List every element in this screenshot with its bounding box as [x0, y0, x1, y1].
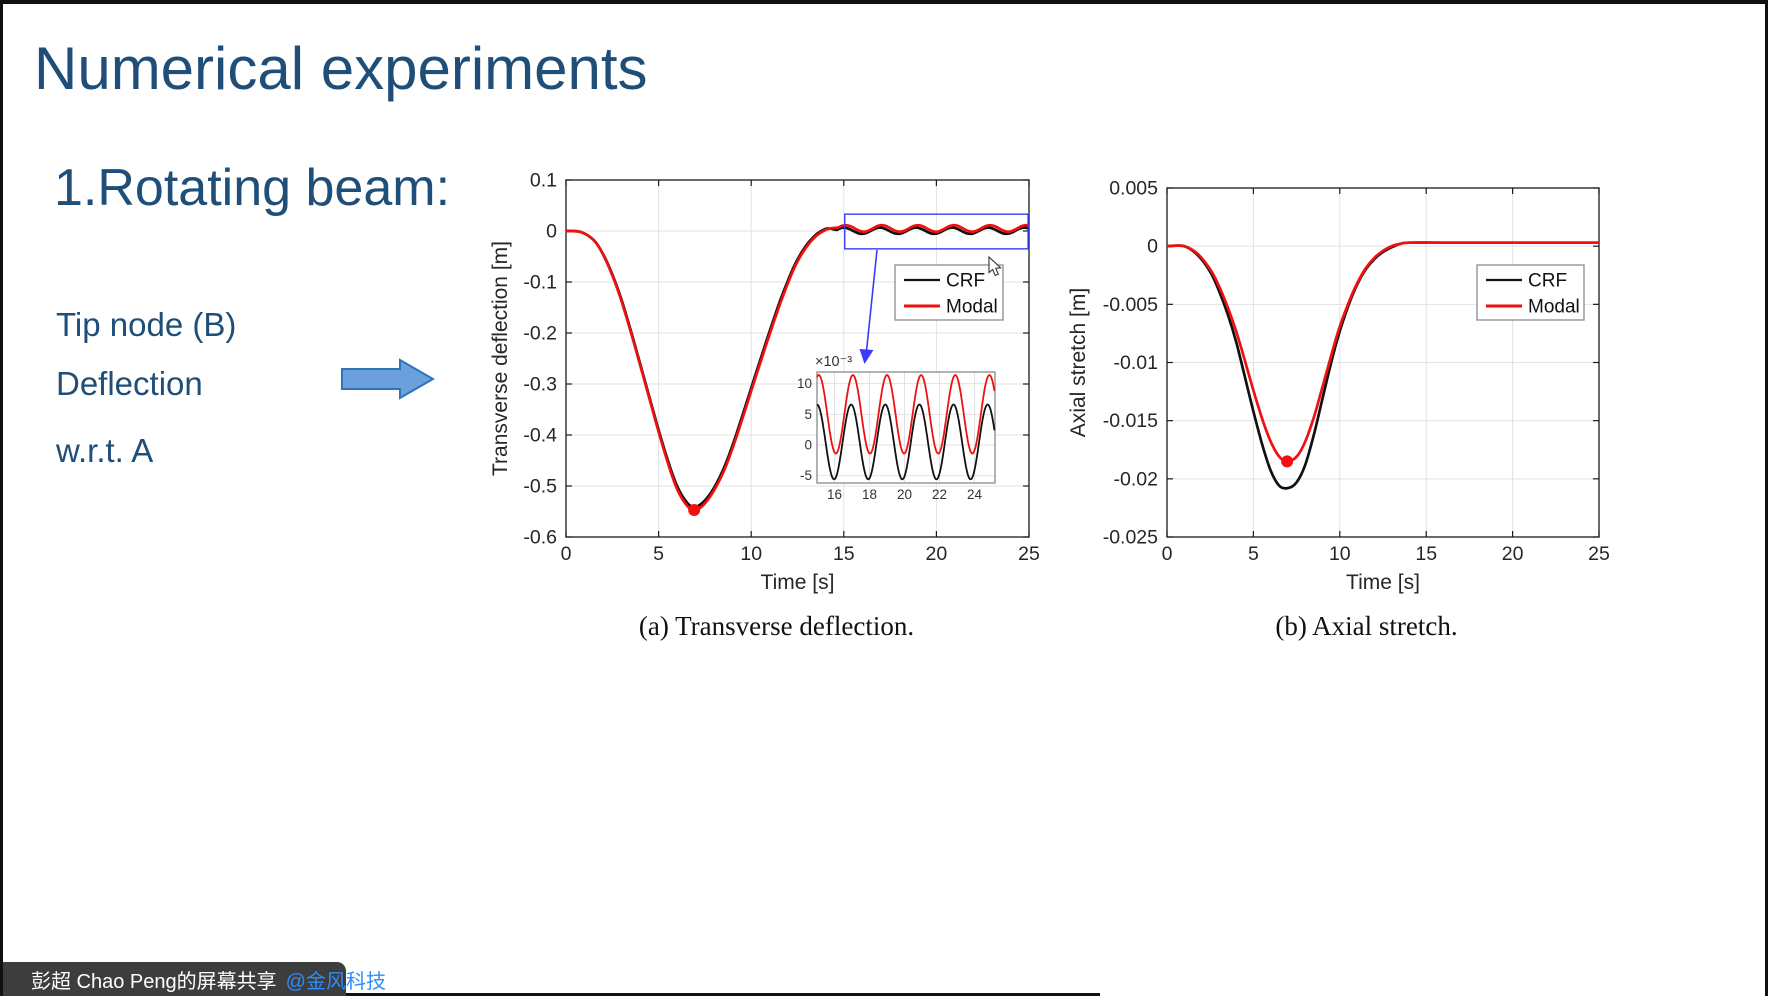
caption-figure-a: (a) Transverse deflection.: [638, 611, 915, 641]
inset-zoom-plot: 16 18 20 22 24 10 5 0 -5 ×10⁻³: [797, 354, 996, 502]
legend: CRF Modal: [1476, 264, 1585, 321]
x-tick-label: 0: [1162, 543, 1173, 565]
inset-y-tick-label: 10: [797, 376, 812, 391]
share-bar-text: 彭超 Chao Peng的屏幕共享: [31, 970, 277, 993]
mouse-cursor: [988, 255, 1002, 277]
legend: CRF Modal: [894, 264, 1004, 321]
y-tick-label: -0.005: [1103, 294, 1158, 316]
bullet-wrt-a: w.r.t. A: [56, 432, 154, 469]
y-tick-label: 0: [1147, 236, 1158, 258]
inset-x-tick-label: 18: [862, 487, 877, 502]
caption-figure-b: (b) Axial stretch.: [1275, 611, 1458, 641]
frame-top: [0, 0, 1768, 4]
frame-bottom: [0, 993, 1100, 996]
share-bar-mention[interactable]: @金风科技: [285, 970, 386, 993]
inset-x-tick-label: 16: [827, 487, 842, 502]
figure-b-plot: 0 5 10 15 20 25 0.005 0 -0.005 -0.01 -0.015 -0.02 -0…: [1067, 178, 1610, 595]
y-tick-label: -0.015: [1103, 410, 1158, 432]
legend-label-crf: CRF: [946, 271, 985, 292]
x-tick-label: 20: [1502, 543, 1524, 565]
inset-series-crf-line: [816, 403, 996, 481]
legend-label-modal: Modal: [1528, 297, 1580, 318]
minimum-marker-dot: [1281, 455, 1294, 468]
frame-left: [0, 0, 3, 996]
axes-box: [565, 179, 1030, 538]
y-tick-label: 0: [546, 221, 557, 243]
frame-right: [1765, 0, 1768, 996]
y-tick-label: -0.2: [523, 323, 557, 345]
x-tick-label: 0: [561, 543, 572, 565]
inset-y-tick-label: -5: [800, 468, 812, 483]
inset-y-tick-label: 5: [804, 407, 812, 422]
x-tick-label: 15: [833, 543, 855, 565]
screen-share-toast: 彭超 Chao Peng的屏幕共享 @金风科技: [3, 962, 386, 996]
bullet-tip-node: Tip node (B): [56, 306, 237, 343]
zoom-callout-arrow: [859, 249, 878, 364]
inset-series-modal-line: [816, 374, 996, 455]
inset-multiplier-label: ×10⁻³: [815, 354, 852, 370]
zoom-region-rect: [844, 213, 1029, 250]
x-tick-label: 10: [740, 543, 762, 565]
y-tick-label: 0.1: [530, 170, 557, 192]
y-tick-label: -0.3: [523, 374, 557, 396]
figure-a-plot: 0 5 10 15 20 25 0.1 0 -0.1 -0.2 -0.3 -0.4 -0.5 -0.6 Ti…: [489, 170, 1040, 595]
inset-x-tick-label: 22: [932, 487, 947, 502]
x-tick-label: 10: [1329, 543, 1351, 565]
y-tick-label: -0.01: [1114, 352, 1158, 374]
x-axis-label: Time [s]: [1346, 571, 1420, 594]
minimum-marker-dot: [688, 503, 701, 516]
slide-title: Numerical experiments: [34, 35, 648, 102]
y-axis-label: Axial stretch [m]: [1067, 288, 1090, 437]
x-tick-label: 5: [1248, 543, 1259, 565]
y-tick-label: -0.4: [523, 425, 557, 447]
legend-label-crf: CRF: [1528, 271, 1567, 292]
y-tick-label: 0.005: [1109, 178, 1158, 200]
x-tick-label: 20: [926, 543, 948, 565]
y-tick-label: -0.02: [1114, 468, 1158, 490]
slide-subtitle: 1.Rotating beam:: [54, 159, 451, 217]
series-modal-line: [1166, 241, 1599, 463]
y-tick-label: -0.6: [523, 527, 557, 549]
y-tick-label: -0.025: [1103, 527, 1158, 549]
x-tick-label: 5: [653, 543, 664, 565]
inset-y-tick-label: 0: [804, 437, 812, 452]
y-tick-label: -0.1: [523, 272, 557, 294]
y-axis-label: Transverse deflection [m]: [489, 241, 512, 476]
x-tick-label: 15: [1415, 543, 1437, 565]
series-modal-line: [565, 223, 1030, 512]
x-tick-label: 25: [1018, 543, 1040, 565]
right-arrow-icon: [341, 358, 436, 400]
inset-x-tick-label: 20: [897, 487, 912, 502]
bullet-deflection: Deflection: [56, 365, 203, 402]
x-axis-label: Time [s]: [761, 571, 835, 594]
legend-label-modal: Modal: [946, 297, 998, 318]
inset-x-tick-label: 24: [967, 487, 983, 502]
x-tick-label: 25: [1588, 543, 1610, 565]
y-tick-label: -0.5: [523, 476, 557, 498]
